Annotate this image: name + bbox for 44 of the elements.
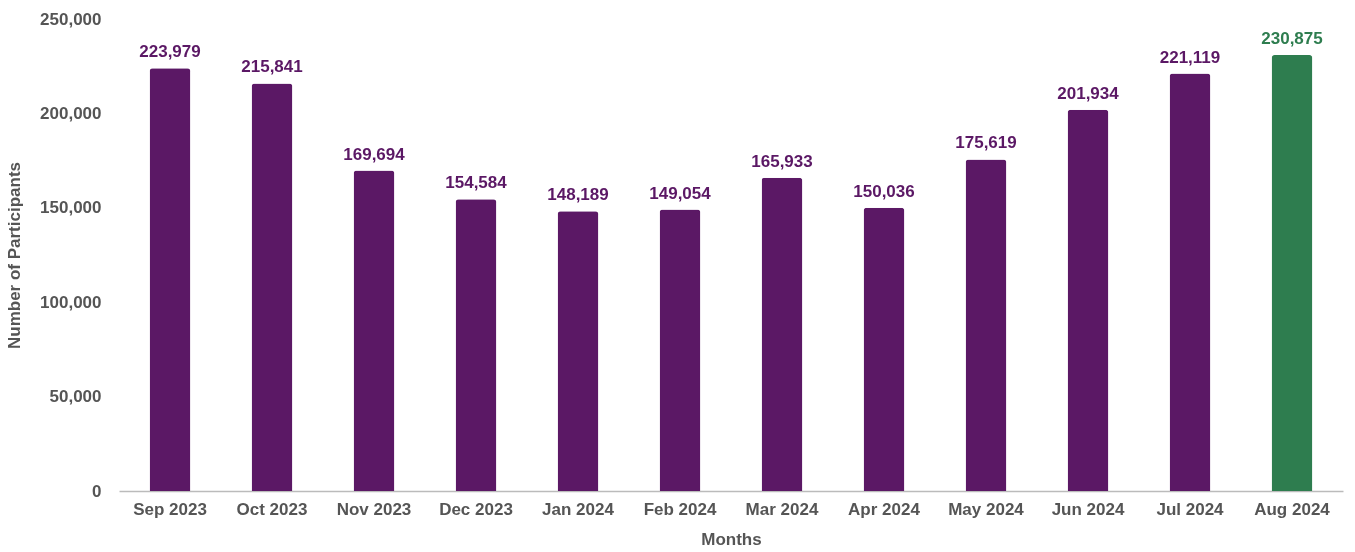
bar	[659, 209, 701, 491]
y-tick-label: 150,000	[40, 198, 102, 218]
bar	[149, 68, 191, 491]
y-tick-label: 0	[92, 481, 102, 501]
bar	[761, 177, 803, 491]
x-tick-label: Apr 2024	[848, 499, 921, 519]
data-label: 154,584	[445, 173, 508, 193]
y-axis-title: Number of Participants	[5, 161, 25, 350]
data-label: 169,694	[343, 144, 406, 164]
data-label: 165,933	[751, 151, 813, 171]
x-tick-label: May 2024	[948, 499, 1025, 519]
y-tick-label: 100,000	[40, 292, 102, 312]
data-label: 215,841	[241, 57, 303, 77]
x-tick-label: Aug 2024	[1254, 499, 1331, 519]
x-tick-label: Nov 2023	[336, 499, 412, 519]
bar	[1271, 55, 1313, 491]
data-label: 149,054	[649, 183, 712, 203]
bar	[251, 83, 293, 491]
data-label: 223,979	[139, 42, 201, 62]
bar	[455, 199, 497, 491]
x-tick-label: Oct 2023	[236, 499, 308, 519]
data-label: 150,036	[853, 181, 915, 201]
data-label: 230,875	[1261, 29, 1323, 49]
bar	[557, 211, 599, 491]
x-tick-label: Dec 2023	[439, 499, 513, 519]
x-tick-label: Sep 2023	[133, 499, 207, 519]
bar	[1169, 73, 1211, 491]
data-label: 175,619	[955, 133, 1017, 153]
y-tick-label: 50,000	[49, 387, 102, 407]
x-tick-label: Mar 2024	[745, 499, 819, 519]
data-label: 148,189	[547, 185, 609, 205]
y-tick-label: 250,000	[40, 9, 102, 29]
x-tick-label: Jun 2024	[1051, 499, 1125, 519]
bar	[863, 207, 905, 491]
bar	[965, 159, 1007, 491]
x-tick-label: Jul 2024	[1156, 499, 1225, 519]
bar	[353, 170, 395, 491]
x-axis-title: Months	[701, 529, 762, 549]
x-tick-label: Jan 2024	[542, 499, 615, 519]
bar	[1067, 109, 1109, 491]
y-tick-label: 200,000	[40, 103, 102, 123]
data-label: 201,934	[1057, 83, 1120, 103]
x-tick-label: Feb 2024	[643, 499, 717, 519]
data-label: 221,119	[1159, 47, 1221, 67]
